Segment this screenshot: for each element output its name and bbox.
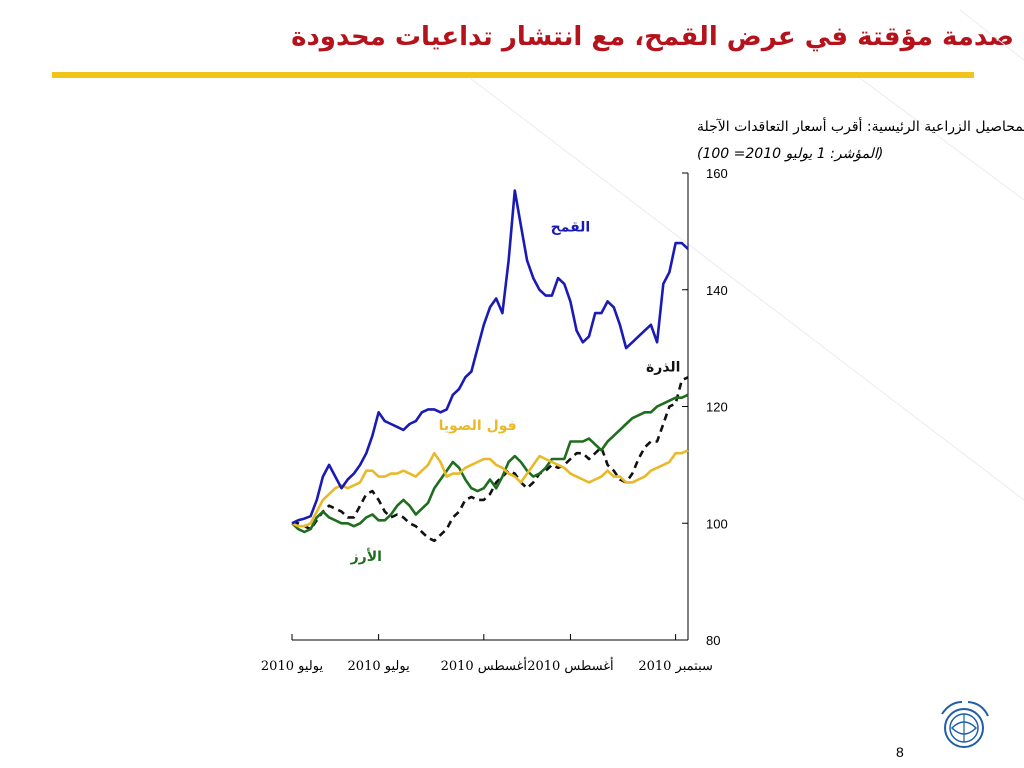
y-tick-label: 140 bbox=[706, 283, 728, 298]
y-tick-label: 100 bbox=[706, 516, 728, 531]
series-label-0: القمح bbox=[551, 219, 591, 235]
series-line-2 bbox=[291, 449, 689, 528]
page-number: 8 bbox=[896, 744, 904, 760]
slide-title: صدمة مؤقتة في عرض القمح، مع انتشار تداعي… bbox=[291, 22, 1014, 52]
chart-title: المحاصيل الزراعية الرئيسية: أقرب أسعار ا… bbox=[697, 117, 1024, 135]
title-underline bbox=[52, 72, 974, 78]
series-label-2: فول الصويا bbox=[439, 418, 517, 434]
y-tick-label: 120 bbox=[706, 400, 728, 415]
x-tick-label: أغسطس 2010 bbox=[527, 657, 613, 674]
series-line-1 bbox=[292, 376, 689, 543]
series-label-1: الذرة bbox=[646, 359, 680, 375]
y-tick-label: 80 bbox=[706, 633, 720, 648]
x-tick-label: سبتمبر 2010 bbox=[638, 659, 713, 674]
y-tick-label: 160 bbox=[706, 166, 728, 181]
x-tick-label: أغسطس 2010 bbox=[441, 657, 527, 674]
series-line-0 bbox=[291, 189, 689, 525]
x-tick-label: يوليو 2010 bbox=[348, 659, 411, 674]
series-line-3 bbox=[291, 393, 689, 534]
imf-seal-logo bbox=[941, 701, 989, 748]
x-tick-label: يوليو 2010 bbox=[261, 659, 324, 674]
series-label-3: الأرز bbox=[350, 548, 382, 565]
chart-subtitle: (المؤشر: 1 يوليو 2010= 100) bbox=[697, 146, 883, 162]
